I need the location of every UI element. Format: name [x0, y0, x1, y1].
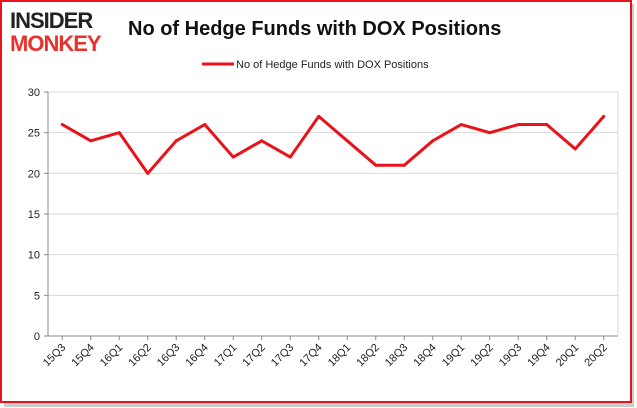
logo-line-1: INSIDER [10, 8, 93, 33]
data-point [545, 123, 549, 127]
data-point [602, 114, 606, 118]
data-point [60, 123, 64, 127]
logo-line-2: MONKEY [10, 31, 102, 56]
data-point [260, 139, 264, 143]
data-point [459, 123, 463, 127]
y-tick-label: 15 [28, 209, 40, 221]
legend: No of Hedge Funds with DOX Positions [202, 59, 429, 71]
data-point [117, 131, 121, 135]
y-tick-label: 30 [28, 87, 40, 99]
y-axis: 0 5 10 15 20 25 30 [28, 87, 619, 343]
y-tick-label: 25 [28, 128, 40, 140]
figure-border [0, 0, 632, 403]
series-line [61, 114, 605, 175]
data-point [516, 123, 520, 127]
data-point [374, 163, 378, 167]
y-tick-label: 0 [34, 331, 40, 343]
legend-label: No of Hedge Funds with DOX Positions [236, 59, 429, 71]
y-tick-label: 5 [34, 290, 40, 302]
data-point [317, 114, 321, 118]
data-point [89, 139, 93, 143]
data-point [288, 155, 292, 159]
data-point [146, 171, 150, 175]
y-tick-label: 10 [28, 250, 40, 262]
data-point [203, 123, 207, 127]
data-point [174, 139, 178, 143]
y-tick-label: 20 [28, 168, 40, 180]
data-point [431, 139, 435, 143]
insider-monkey-logo: INSIDER MONKEY [10, 8, 103, 56]
grid-lines [48, 91, 618, 337]
chart-title: No of Hedge Funds with DOX Positions [128, 18, 501, 40]
series-points [60, 114, 606, 175]
data-point [402, 163, 406, 167]
data-point [573, 147, 577, 151]
data-point [345, 139, 349, 143]
data-point [488, 131, 492, 135]
data-point [231, 155, 235, 159]
